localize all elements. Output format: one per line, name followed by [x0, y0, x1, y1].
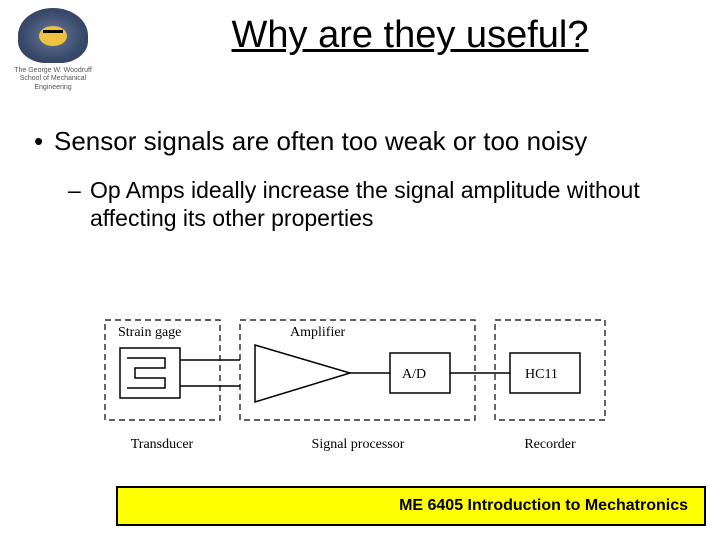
bullet-level-1: Sensor signals are often too weak or too… [30, 125, 690, 158]
logo-caption-line1: The George W. Woodruff [14, 67, 92, 74]
logo-badge [18, 8, 88, 63]
recorder-label: Recorder [524, 437, 576, 452]
logo-area: The George W. Woodruff School of Mechani… [8, 8, 98, 92]
diagram-svg: Strain gage Amplifier A/D HC11 Transduce… [100, 310, 620, 460]
block-diagram: Strain gage Amplifier A/D HC11 Transduce… [100, 310, 620, 460]
signal-processor-label: Signal processor [312, 437, 405, 452]
logo-caption-line2: School of Mechanical Engineering [20, 75, 87, 90]
footer-text: ME 6405 Introduction to Mechatronics [399, 497, 688, 515]
strain-gage-box [120, 348, 180, 398]
slide-title: Why are they useful? [130, 14, 690, 57]
ad-label: A/D [402, 367, 426, 382]
amplifier-label: Amplifier [290, 325, 346, 340]
transducer-label: Transducer [131, 437, 194, 452]
logo-bee-icon [39, 26, 67, 46]
amplifier-triangle [255, 345, 350, 402]
content-area: Sensor signals are often too weak or too… [30, 125, 690, 233]
bullet-level-2: Op Amps ideally increase the signal ampl… [30, 176, 690, 234]
logo-caption: The George W. Woodruff School of Mechani… [8, 67, 98, 92]
hc11-label: HC11 [525, 367, 558, 382]
footer-bar: ME 6405 Introduction to Mechatronics [116, 486, 706, 526]
strain-gage-label: Strain gage [118, 325, 181, 340]
